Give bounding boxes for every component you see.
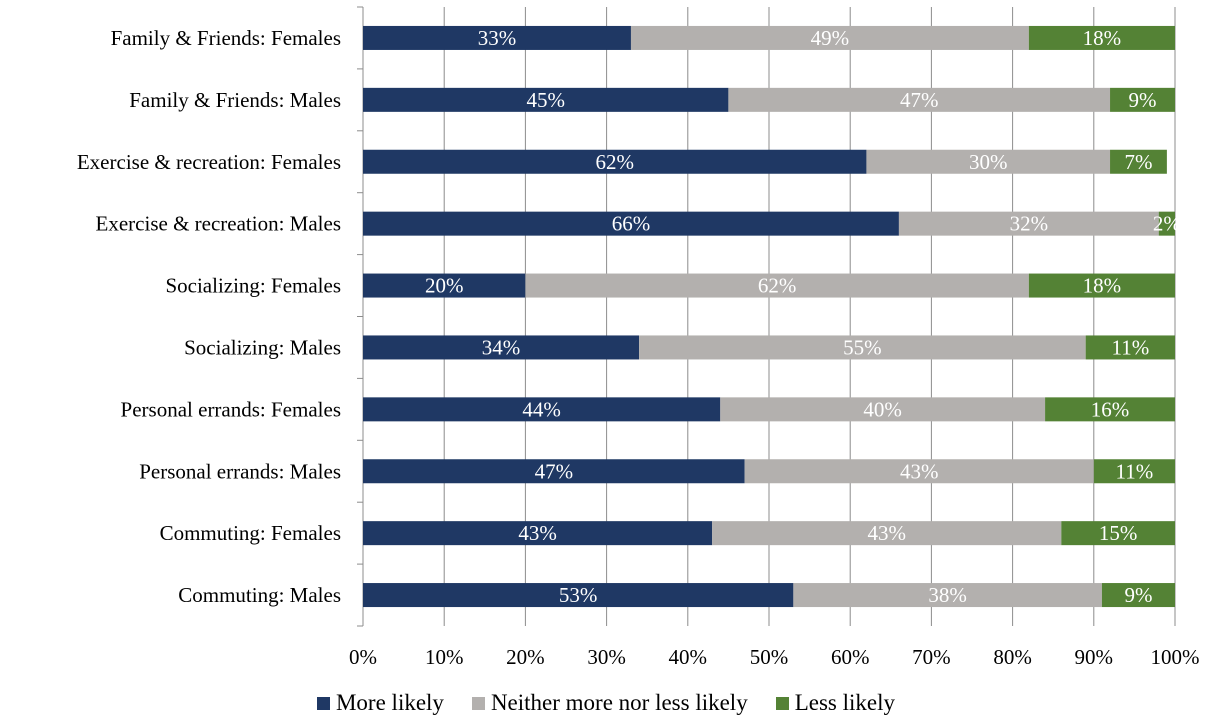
bar-data-label: 62%	[595, 150, 634, 174]
bar-data-label: 43%	[867, 521, 906, 545]
x-tick-label: 30%	[587, 645, 626, 669]
category-label: Family & Friends: Females	[111, 26, 341, 50]
x-tick-label: 80%	[993, 645, 1032, 669]
bar-data-label: 9%	[1124, 583, 1152, 607]
bar-segment	[630, 25, 1029, 50]
bar-data-label: 11%	[1111, 335, 1149, 359]
category-label: Commuting: Males	[178, 583, 341, 607]
bar-segment	[525, 273, 1029, 298]
bar-segment	[1045, 397, 1175, 422]
bar-data-label: 30%	[969, 150, 1008, 174]
bar-segment	[363, 335, 640, 360]
bar-segment	[363, 211, 899, 236]
bar-segment	[363, 459, 745, 484]
bar-segment	[866, 149, 1111, 174]
x-tick-label: 0%	[349, 645, 377, 669]
category-label: Personal errands: Females	[121, 397, 341, 421]
bar-data-label: 47%	[900, 88, 939, 112]
bar-segment	[363, 583, 794, 608]
bar-data-label: 20%	[425, 274, 464, 298]
bar-segment	[363, 25, 631, 50]
stacked-bar-chart: 33% 49% 18% Family & Friends: Females 45% 47%…	[77, 6, 1200, 669]
bar-data-label: 32%	[1010, 212, 1049, 236]
category-label: Exercise & recreation: Females	[77, 150, 341, 174]
category-label: Exercise & recreation: Males	[96, 212, 341, 236]
x-tick-label: 20%	[506, 645, 545, 669]
bar-data-label: 18%	[1083, 274, 1122, 298]
bar-data-label: 55%	[843, 335, 882, 359]
bar-segment	[1028, 25, 1175, 50]
bar-data-label: 47%	[535, 459, 574, 483]
bar-segment	[712, 521, 1062, 546]
bar-data-label: 38%	[928, 583, 967, 607]
legend-swatch	[316, 696, 330, 710]
x-tick-label: 100%	[1151, 645, 1200, 669]
category-label: Socializing: Males	[184, 335, 341, 359]
bar-segment	[898, 211, 1159, 236]
x-tick-label: 50%	[750, 645, 789, 669]
bar-segment	[639, 335, 1086, 360]
category-label: Personal errands: Males	[139, 459, 341, 483]
bar-data-label: 49%	[811, 26, 850, 50]
legend-label: Neither more nor less likely	[490, 690, 748, 715]
legend-swatch	[471, 696, 485, 710]
bar-data-label: 53%	[559, 583, 598, 607]
bar-segment	[363, 149, 867, 174]
bar-data-label: 16%	[1091, 397, 1130, 421]
x-tick-label: 60%	[831, 645, 870, 669]
bar-segment	[1085, 335, 1175, 360]
bar-data-label: 66%	[612, 212, 651, 236]
bar-data-label: 62%	[758, 274, 797, 298]
bar-data-label: 43%	[900, 459, 939, 483]
x-tick-label: 70%	[912, 645, 951, 669]
bar-data-label: 45%	[526, 88, 565, 112]
bar-segment	[363, 397, 721, 422]
bar-segment	[728, 87, 1111, 112]
bar-data-label: 40%	[863, 397, 902, 421]
category-label: Socializing: Females	[165, 274, 341, 298]
legend-label: Less likely	[794, 690, 895, 715]
legend-item: Less likely	[775, 690, 895, 716]
bar-data-label: 44%	[522, 397, 561, 421]
x-tick-label: 40%	[669, 645, 708, 669]
bar-segment	[1110, 149, 1167, 174]
bar-segment	[793, 583, 1102, 608]
bar-segment	[1028, 273, 1175, 298]
bar-segment	[363, 87, 729, 112]
bar-segment	[1061, 521, 1175, 546]
bar-segment	[1093, 459, 1175, 484]
legend: More likely Neither more nor less likely L…	[0, 690, 1212, 716]
legend-item: Neither more nor less likely	[471, 690, 748, 716]
bar-data-label: 11%	[1116, 459, 1154, 483]
bar-data-label: 9%	[1129, 88, 1157, 112]
x-tick-label: 90%	[1075, 645, 1114, 669]
bar-segment	[744, 459, 1094, 484]
bar-segment	[720, 397, 1046, 422]
bar-data-label: 7%	[1124, 150, 1152, 174]
category-label: Commuting: Females	[160, 521, 341, 545]
bar-segment	[363, 273, 526, 298]
bar-data-label: 2%	[1153, 212, 1181, 236]
bar-segment	[363, 521, 713, 546]
category-label: Family & Friends: Males	[129, 88, 341, 112]
bar-segment	[1110, 87, 1175, 112]
bar-segment	[1158, 211, 1175, 236]
bar-data-label: 34%	[482, 335, 521, 359]
x-tick-label: 10%	[425, 645, 464, 669]
legend-label: More likely	[335, 690, 444, 715]
bar-segment	[1101, 583, 1175, 608]
bar-data-label: 33%	[478, 26, 517, 50]
bar-data-label: 18%	[1083, 26, 1122, 50]
bar-data-label: 15%	[1099, 521, 1138, 545]
legend-item: More likely	[316, 690, 444, 716]
legend-swatch	[775, 696, 789, 710]
bar-data-label: 43%	[518, 521, 557, 545]
